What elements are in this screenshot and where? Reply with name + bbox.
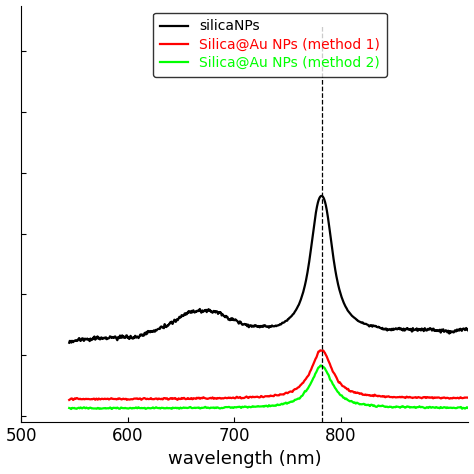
Silica@Au NPs (method 2)	[237, 404, 243, 410]
Silica@Au NPs (method 1)	[66, 397, 72, 403]
silicaNPs	[66, 340, 72, 346]
Silica@Au NPs (method 2)	[136, 404, 141, 410]
Silica@Au NPs (method 2)	[458, 404, 464, 410]
Legend: silicaNPs, Silica@Au NPs (method 1), Silica@Au NPs (method 2): silicaNPs, Silica@Au NPs (method 1), Sil…	[154, 12, 387, 77]
Silica@Au NPs (method 1)	[219, 395, 225, 401]
Silica@Au NPs (method 1)	[237, 394, 243, 400]
Silica@Au NPs (method 1)	[465, 394, 471, 400]
X-axis label: wavelength (nm): wavelength (nm)	[168, 450, 322, 468]
Silica@Au NPs (method 1)	[112, 396, 118, 402]
Silica@Au NPs (method 2)	[66, 405, 72, 411]
Line: Silica@Au NPs (method 1): Silica@Au NPs (method 1)	[69, 350, 468, 400]
Line: Silica@Au NPs (method 2): Silica@Au NPs (method 2)	[69, 365, 468, 409]
silicaNPs	[415, 328, 420, 333]
Silica@Au NPs (method 2)	[415, 404, 421, 410]
silicaNPs	[319, 193, 325, 199]
silicaNPs	[112, 334, 118, 340]
silicaNPs	[458, 327, 464, 332]
silicaNPs	[237, 319, 243, 324]
Silica@Au NPs (method 2)	[465, 405, 471, 411]
Silica@Au NPs (method 1)	[136, 396, 141, 402]
Silica@Au NPs (method 1)	[415, 394, 420, 400]
Silica@Au NPs (method 2)	[219, 405, 225, 411]
Line: silicaNPs: silicaNPs	[69, 196, 468, 343]
Silica@Au NPs (method 1)	[318, 347, 323, 353]
silicaNPs	[219, 311, 225, 317]
Silica@Au NPs (method 2)	[112, 405, 118, 410]
silicaNPs	[465, 328, 471, 334]
Silica@Au NPs (method 2)	[318, 363, 324, 368]
Silica@Au NPs (method 1)	[458, 394, 464, 400]
silicaNPs	[136, 335, 141, 341]
Silica@Au NPs (method 2)	[68, 406, 74, 412]
